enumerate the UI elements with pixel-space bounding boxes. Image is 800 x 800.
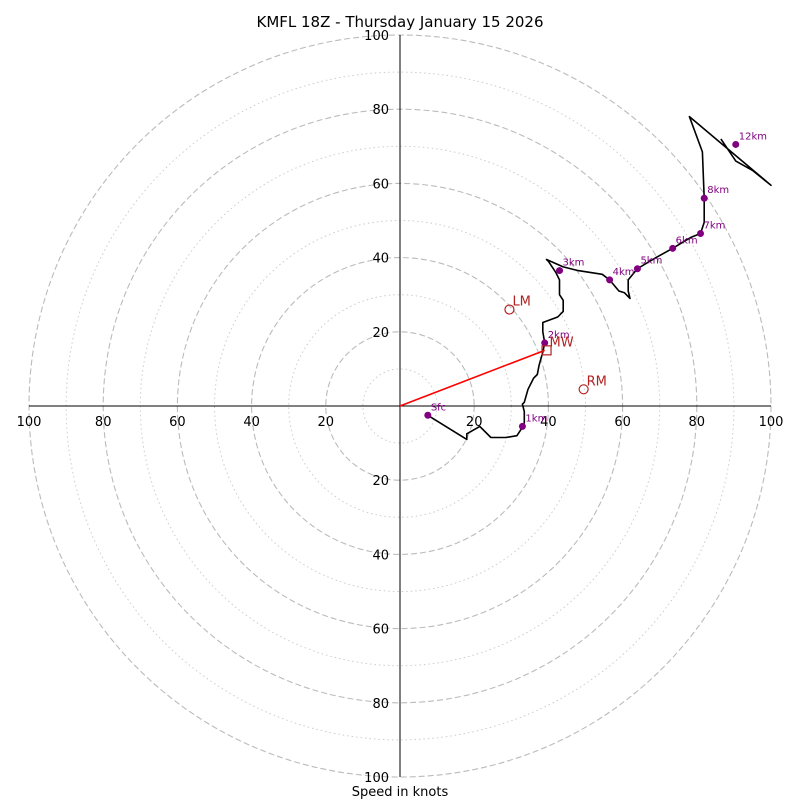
tick-labels: 20 40 60 80 100 100 80 60 40 20 20 40 60 80 100 20 40 60 8… xyxy=(17,29,784,786)
y-tick-down-20: 20 xyxy=(372,474,389,489)
chart-title: KMFL 18Z - Thursday January 15 2026 xyxy=(256,13,543,31)
x-tick-right-60: 60 xyxy=(614,415,631,430)
y-tick-down-80: 80 xyxy=(372,697,389,712)
height-marker-5km xyxy=(633,265,641,273)
storm-motion-mw-label: MW xyxy=(550,335,574,350)
x-tick-right-20: 20 xyxy=(466,415,483,430)
height-label-1km: 1km xyxy=(525,413,547,424)
storm-motion-markers: LM MW RM xyxy=(504,295,607,395)
y-tick-up-20: 20 xyxy=(372,326,389,341)
y-tick-up-60: 60 xyxy=(372,177,389,192)
height-marker-7km xyxy=(697,229,705,237)
height-label-3km: 3km xyxy=(563,258,585,269)
shear-vector-layer xyxy=(399,349,545,407)
height-marker-12km xyxy=(732,140,740,148)
wind-trace-layer xyxy=(427,115,772,441)
y-tick-up-100: 100 xyxy=(364,29,389,44)
x-tick-right-100: 100 xyxy=(759,415,784,430)
y-tick-down-100: 100 xyxy=(364,771,389,786)
shear-vector-line xyxy=(399,349,545,407)
height-label-sfc: Sfc xyxy=(431,402,446,413)
y-tick-up-80: 80 xyxy=(372,103,389,118)
storm-motion-lm-label: LM xyxy=(512,295,530,310)
storm-motion-rm-label: RM xyxy=(587,374,607,389)
height-label-6km: 6km xyxy=(676,235,698,246)
height-label-2km: 2km xyxy=(548,330,570,341)
x-tick-right-40: 40 xyxy=(540,415,557,430)
x-tick-right-80: 80 xyxy=(689,415,706,430)
y-tick-up-40: 40 xyxy=(372,252,389,267)
x-tick-left-100: 100 xyxy=(17,415,42,430)
x-tick-left-20: 20 xyxy=(318,415,335,430)
height-label-4km: 4km xyxy=(613,267,635,278)
y-tick-down-60: 60 xyxy=(372,623,389,638)
height-label-7km: 7km xyxy=(704,220,726,231)
height-marker-3km xyxy=(556,267,564,275)
storm-motion-mw-marker xyxy=(541,345,552,356)
height-marker-2km xyxy=(541,339,549,347)
height-label-8km: 8km xyxy=(707,185,729,196)
x-tick-left-60: 60 xyxy=(169,415,186,430)
x-axis-label: Speed in knots xyxy=(352,785,449,800)
height-marker-4km xyxy=(606,276,614,284)
y-tick-down-40: 40 xyxy=(372,548,389,563)
height-label-5km: 5km xyxy=(640,256,662,267)
height-marker-8km xyxy=(700,194,708,202)
height-markers: Sfc 1km 2km 3km 4km 5km 6km 7km 8km 12km xyxy=(424,131,767,430)
storm-motion-lm-marker xyxy=(504,304,515,315)
x-tick-left-80: 80 xyxy=(95,415,112,430)
height-marker-1km xyxy=(518,422,526,430)
wind-trace-line xyxy=(427,115,772,441)
height-marker-6km xyxy=(669,244,677,252)
height-marker-sfc xyxy=(424,411,432,419)
x-tick-left-40: 40 xyxy=(243,415,260,430)
height-label-12km: 12km xyxy=(739,131,767,142)
storm-motion-rm-marker xyxy=(578,384,589,395)
